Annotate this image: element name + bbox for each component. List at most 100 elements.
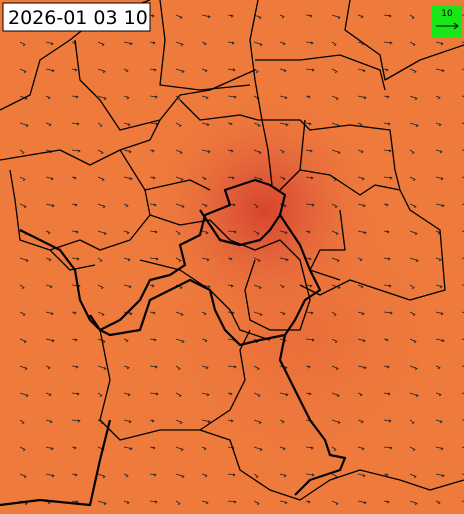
wind-arrow	[253, 500, 260, 506]
wind-arrow	[149, 176, 156, 180]
wind-arrow	[19, 149, 25, 155]
wind-arrow	[279, 68, 287, 73]
wind-arrow	[227, 149, 234, 153]
wind-arrow	[253, 230, 260, 236]
wind-arrow	[201, 122, 210, 127]
wind-arrow	[149, 284, 155, 288]
wind-arrow	[123, 419, 132, 424]
wind-arrow	[409, 122, 419, 128]
wind-arrow	[357, 338, 366, 343]
wind-arrow	[357, 419, 364, 424]
wind-arrow	[383, 419, 392, 423]
wind-arrow	[357, 122, 363, 127]
border	[309, 209, 346, 281]
wind-arrow	[123, 203, 129, 208]
wind-arrow	[461, 68, 464, 70]
wind-arrow	[123, 68, 129, 73]
wind-arrow	[461, 338, 464, 340]
wind-arrow	[383, 14, 392, 18]
wind-arrow	[227, 14, 234, 18]
wind-arrow	[461, 230, 464, 232]
wind-arrow	[201, 230, 209, 235]
wind-arrow	[45, 95, 51, 100]
wind-arrow	[253, 311, 263, 317]
wind-arrow	[175, 122, 182, 128]
wind-arrow	[227, 284, 234, 288]
wind-arrow	[383, 122, 391, 126]
wind-arrow	[383, 446, 393, 450]
border	[149, 214, 311, 331]
wind-arrow	[435, 500, 441, 505]
wind-arrow	[357, 365, 367, 370]
border-national	[199, 209, 281, 247]
wind-arrow	[149, 446, 156, 450]
border	[99, 329, 464, 501]
wind-arrow	[253, 122, 261, 128]
wind-arrow	[45, 446, 54, 451]
wind-arrow	[97, 41, 105, 47]
wind-arrow	[201, 365, 209, 370]
border	[139, 259, 271, 341]
wind-arrow	[149, 230, 158, 234]
wind-arrow	[71, 446, 77, 450]
wind-arrow	[97, 203, 106, 209]
wind-arrow	[71, 419, 81, 423]
wind-arrow	[97, 149, 104, 155]
wind-arrow	[201, 68, 208, 73]
wind-arrow	[331, 419, 341, 425]
wind-arrow	[253, 149, 262, 155]
wind-arrow	[175, 14, 183, 20]
wind-arrow	[19, 257, 29, 263]
wind-arrow	[201, 203, 208, 208]
wind-arrow	[435, 68, 445, 73]
wind-arrow	[383, 176, 393, 180]
wind-arrow	[357, 14, 364, 19]
wind-arrow	[253, 41, 263, 47]
wind-arrow	[175, 230, 181, 236]
wind-arrow	[357, 149, 364, 154]
timestamp-box	[2, 2, 151, 32]
wind-arrow	[461, 41, 464, 45]
wind-arrow	[279, 149, 285, 154]
wind-arrow	[409, 392, 419, 398]
wind-arrow	[409, 419, 415, 425]
wind-arrow	[331, 68, 338, 74]
legend-arrow	[436, 22, 459, 30]
wind-arrow	[279, 95, 288, 100]
wind-arrow	[279, 257, 289, 262]
wind-arrow	[201, 149, 211, 154]
wind-arrow	[123, 500, 130, 505]
wind-arrow	[149, 41, 156, 45]
wind-arrow	[357, 95, 367, 100]
wind-arrow	[383, 365, 390, 369]
wind-arrow	[149, 419, 155, 423]
wind-arrow	[435, 446, 444, 451]
wind-arrow	[123, 149, 132, 154]
wind-arrow	[461, 284, 464, 286]
wind-arrow	[201, 95, 209, 100]
wind-arrow	[123, 122, 131, 127]
wind-arrow	[435, 392, 442, 397]
wind-arrow	[435, 473, 445, 478]
wind-arrow	[201, 41, 207, 46]
wind-arrow	[357, 446, 365, 451]
wind-arrow	[409, 14, 415, 20]
wind-arrow	[227, 230, 237, 234]
wind-arrow	[409, 41, 416, 47]
wind-arrow	[253, 284, 262, 290]
wind-arrow	[71, 311, 77, 315]
wind-arrow	[305, 203, 315, 207]
wind-arrow	[279, 392, 289, 397]
wind-arrow	[357, 203, 366, 208]
wind-arrow	[383, 68, 389, 72]
wind-arrow	[461, 419, 464, 421]
border	[74, 39, 256, 131]
wind-arrow	[461, 311, 464, 315]
wind-arrow	[461, 257, 464, 259]
wind-arrow	[175, 338, 185, 344]
wind-arrow	[45, 392, 52, 397]
wind-arrow	[19, 203, 27, 209]
wind-arrow	[19, 122, 29, 128]
wind-arrow	[331, 500, 339, 506]
